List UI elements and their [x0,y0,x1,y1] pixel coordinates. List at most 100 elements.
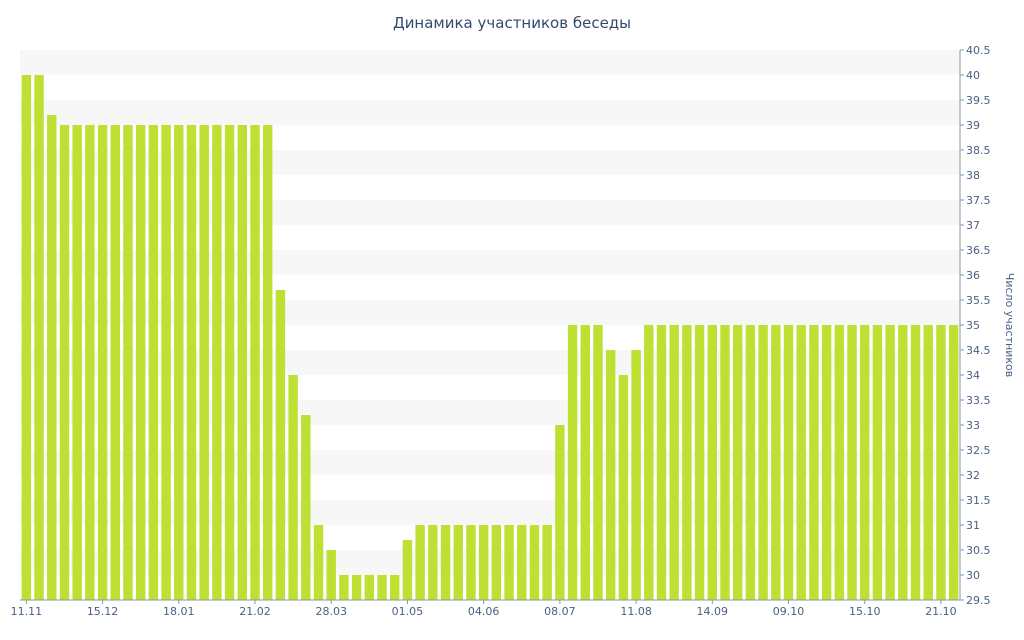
bar [326,550,336,600]
bar [34,75,44,600]
grid-band [20,150,960,175]
x-tick-label: 18.01 [163,605,195,618]
bar [415,525,425,600]
y-tick-label: 36.5 [966,244,991,257]
bar [47,115,57,600]
x-tick-label: 11.11 [11,605,43,618]
x-ticks: 11.11 15.12 18.01 21.02 28.03 01.05 04.06 08.07… [11,600,957,618]
y-tick-label: 35 [966,319,980,332]
bar [339,575,349,600]
bar [923,325,933,600]
y-tick-label: 39.5 [966,94,991,107]
bar [85,125,95,600]
bar [682,325,692,600]
bar [529,525,540,600]
x-tick-label: 15.10 [849,605,881,618]
bar [313,525,324,600]
bar [567,325,578,600]
bar [834,325,845,600]
bar [694,325,705,600]
x-tick-label: 28.03 [315,605,347,618]
bar [224,125,235,600]
chart-title: Динамика участников беседы [393,14,631,32]
y-tick-label: 37 [966,219,980,232]
grid-band [20,250,960,275]
grid-band [20,500,960,525]
grid-band [20,550,960,575]
y-tick-label: 34 [966,369,980,382]
grid-bands [20,50,960,575]
grid-band [20,300,960,325]
bar [885,325,895,600]
bar [440,525,451,600]
bar [860,325,870,600]
y-tick-label: 33 [966,419,980,432]
y-tick-label: 38 [966,169,980,182]
bar [402,540,413,600]
x-tick-label: 15.12 [87,605,119,618]
bar [504,525,514,600]
bar [720,325,730,600]
y-tick-label: 35.5 [966,294,991,307]
grid-band [20,350,960,375]
x-tick-label: 01.05 [392,605,424,618]
x-tick-label: 21.02 [239,605,271,618]
bar [796,325,806,600]
bar [707,325,717,600]
bar [847,325,857,600]
bar [110,125,120,600]
bar [186,125,197,600]
y-tick-label: 40 [966,69,980,82]
bar [478,525,489,600]
grid-band [20,50,960,75]
bar [733,325,743,600]
bar [364,575,375,600]
bar [758,325,768,600]
bar [491,525,502,600]
x-tick-label: 14.09 [697,605,729,618]
bar [555,425,565,600]
bar [199,125,209,600]
bar [301,415,311,600]
bars [21,75,959,600]
bar [542,525,552,600]
bar [250,125,260,600]
bar [275,290,286,600]
bar [593,325,603,600]
x-tick-label: 11.08 [620,605,652,618]
y-ticks: 29.5 30 30.5 31 31.5 32 32.5 33 33.5 34 34.5 35 35.5… [960,44,991,607]
bar [821,325,832,600]
y-tick-label: 29.5 [966,594,991,607]
y-tick-label: 39 [966,119,980,132]
bar [669,325,679,600]
bar [453,525,463,600]
bar [936,325,946,600]
grid-band [20,200,960,225]
y-tick-label: 30.5 [966,544,991,557]
bar [351,575,362,600]
y-tick-label: 31 [966,519,980,532]
bar [21,75,32,600]
y-tick-label: 40.5 [966,44,991,57]
bar [656,325,667,600]
grid-band [20,100,960,125]
y-axis-label: Число участников [1003,273,1016,377]
x-tick-label: 04.06 [468,605,500,618]
bar [72,125,82,600]
y-tick-label: 32 [966,469,980,482]
bar [809,325,819,600]
bar [948,325,959,600]
y-tick-label: 30 [966,569,980,582]
bar [771,325,781,600]
grid-band [20,400,960,425]
bar [618,375,629,600]
bar [466,525,476,600]
bar [872,325,883,600]
bar [898,325,908,600]
bar [263,125,273,600]
bar [97,125,108,600]
x-tick-label: 08.07 [544,605,576,618]
y-tick-label: 31.5 [966,494,991,507]
